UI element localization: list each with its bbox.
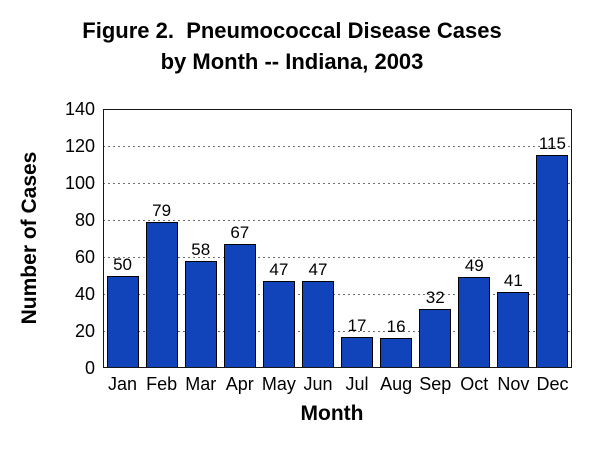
x-axis-tick-label: Jan <box>108 374 138 394</box>
bar-value-label: 58 <box>191 239 211 259</box>
x-axis-tick-label: Oct <box>460 374 489 394</box>
y-axis-tick-label: 80 <box>74 210 95 230</box>
bar-jun <box>301 281 334 368</box>
bar-aug <box>380 338 413 368</box>
bar-value-label: 67 <box>230 223 250 243</box>
gridline <box>103 256 572 258</box>
gridline <box>103 293 572 295</box>
x-axis-tick-label: Feb <box>146 374 178 394</box>
bar-dec <box>536 155 569 368</box>
bar-oct <box>458 277 491 368</box>
x-axis-tick-label: May <box>261 374 296 394</box>
y-axis-tick-label: 100 <box>64 173 95 193</box>
x-axis-tick-label: Jul <box>345 374 369 394</box>
bar-apr <box>223 244 256 368</box>
y-axis-tick-label: 0 <box>84 358 95 378</box>
y-axis-tick-label: 60 <box>74 247 95 267</box>
x-axis-tick-label: Apr <box>225 374 254 394</box>
bar-mar <box>184 260 217 368</box>
x-axis-tick-label: Sep <box>419 374 452 394</box>
bar-value-label: 41 <box>503 271 523 291</box>
bar-may <box>262 281 295 368</box>
bar-value-label: 50 <box>113 254 132 274</box>
y-axis-tick-label: 140 <box>64 99 95 119</box>
bar-value-label: 16 <box>386 317 406 337</box>
plot-area: 50 79 58 67 47 47 17 16 32 49 41 115 <box>103 109 572 368</box>
x-axis-tick-label: Aug <box>380 374 413 394</box>
figure-title: Figure 2. Pneumococcal Disease Cases by … <box>0 15 584 77</box>
gridline <box>103 219 572 221</box>
gridline <box>103 330 572 332</box>
y-axis-tick-label: 20 <box>74 321 95 341</box>
gridline <box>103 145 572 147</box>
bar-value-label: 47 <box>308 260 328 280</box>
bar-value-label: 47 <box>269 260 289 280</box>
y-axis-title: Number of Cases <box>18 151 41 325</box>
x-axis-title: Month <box>300 402 364 425</box>
x-axis-tick-label: Nov <box>497 374 530 394</box>
bar-jan <box>106 275 139 368</box>
gridline <box>103 182 572 184</box>
y-axis-tick-label: 40 <box>74 284 95 304</box>
bar-value-label: 115 <box>538 134 566 154</box>
bar-value-label: 17 <box>347 315 367 335</box>
bar-jul <box>341 336 374 368</box>
figure-title-line2: by Month -- Indiana, 2003 <box>160 49 424 74</box>
y-axis-tick-label: 120 <box>64 136 95 156</box>
x-axis-tick-label: Jun <box>303 374 333 394</box>
bar-value-label: 49 <box>464 256 484 276</box>
x-axis-tick-label: Dec <box>536 374 569 394</box>
bar-value-label: 79 <box>152 200 172 220</box>
x-axis-tick-label: Mar <box>185 374 217 394</box>
bar-nov <box>497 292 530 368</box>
bar-value-label: 32 <box>425 287 445 307</box>
figure-title-line1: Figure 2. Pneumococcal Disease Cases <box>82 18 502 43</box>
